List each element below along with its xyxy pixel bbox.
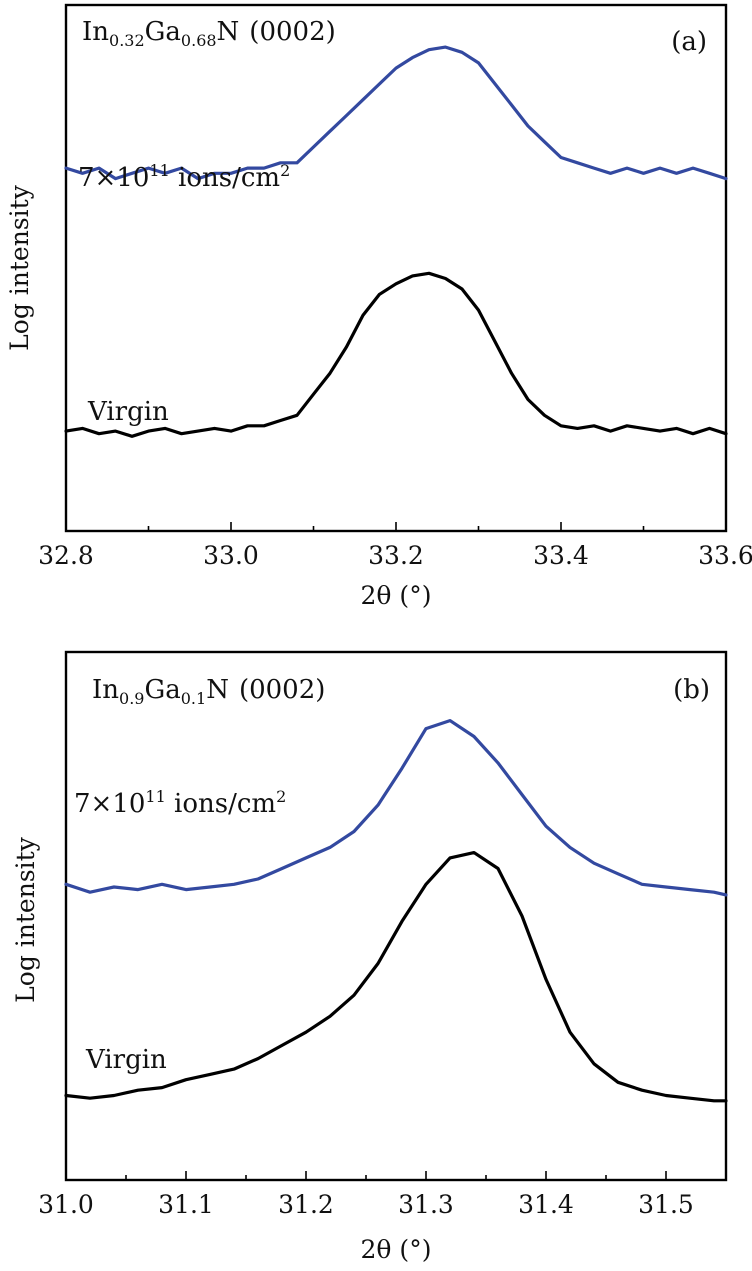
sample-label: In0.32Ga0.68N (0002)	[82, 17, 336, 50]
series-lines	[64, 45, 728, 438]
x-tick-label: 33.2	[368, 541, 424, 570]
x-axis-title: 2θ (°)	[361, 581, 432, 610]
x-tick-labels: 32.8 33.0 33.2 33.4 33.6	[38, 541, 752, 570]
x-tick-label: 32.8	[38, 541, 94, 570]
x-tick-label: 31.5	[638, 1190, 694, 1219]
sample-label: In0.9Ga0.1N (0002)	[92, 675, 325, 708]
x-tick-label: 31.4	[518, 1190, 574, 1219]
series-line-irradiated	[64, 718, 728, 897]
x-ticks	[65, 1171, 667, 1180]
y-axis-title: Log intensity	[11, 836, 40, 1003]
series-line-virgin	[64, 271, 728, 438]
panel-a: 32.8 33.0 33.2 33.4 33.6 In0.32Ga0.68N (0002)…	[5, 3, 752, 610]
x-ticks	[65, 522, 727, 531]
x-tick-label: 31.0	[38, 1190, 94, 1219]
series-label-virgin: Virgin	[87, 397, 169, 427]
x-axis-title: 2θ (°)	[361, 1235, 432, 1264]
series-label-irradiated: 7×1011 ions/cm2	[78, 161, 290, 193]
x-tick-label: 33.4	[533, 541, 589, 570]
plot-frame	[64, 3, 728, 533]
x-tick-label: 31.1	[158, 1190, 214, 1219]
x-tick-label: 31.2	[278, 1190, 334, 1219]
series-lines	[64, 718, 728, 1103]
series-line-irradiated	[64, 45, 728, 181]
y-axis-title: Log intensity	[5, 184, 34, 351]
series-label-irradiated: 7×1011 ions/cm2	[74, 787, 286, 819]
plot-frame	[64, 650, 728, 1182]
panel-b: 31.0 31.1 31.2 31.3 31.4 31.5 In0.9Ga0.1N (000…	[11, 650, 728, 1264]
x-tick-labels: 31.0 31.1 31.2 31.3 31.4 31.5	[38, 1190, 694, 1219]
panel-label: (b)	[673, 675, 710, 705]
series-line-virgin	[64, 850, 728, 1103]
series-label-virgin: Virgin	[85, 1045, 167, 1075]
x-tick-label: 31.3	[398, 1190, 454, 1219]
x-tick-label: 33.6	[698, 541, 752, 570]
x-tick-label: 33.0	[203, 541, 259, 570]
panel-label: (a)	[671, 27, 707, 57]
